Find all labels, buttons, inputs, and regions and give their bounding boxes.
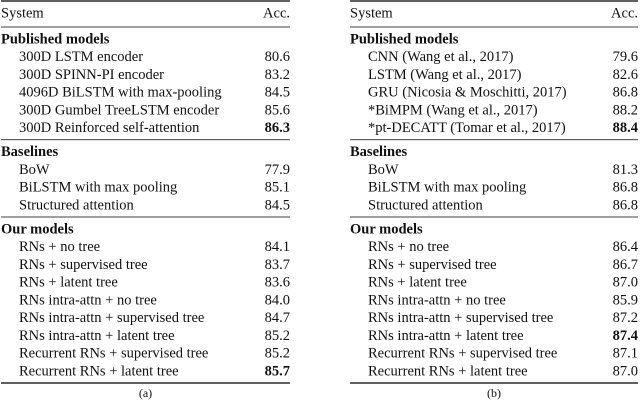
accuracy: 85.2 — [265, 346, 290, 362]
system-name: RNs intra-attn + no tree — [19, 292, 157, 308]
accuracy: 85.1 — [265, 180, 290, 196]
system-name: CNN (Wang et al., 2017) — [368, 49, 514, 65]
accuracy: 84.1 — [265, 239, 290, 255]
system-name: RNs + latent tree — [19, 275, 118, 291]
column-header: System — [350, 5, 393, 21]
accuracy: 84.0 — [265, 292, 290, 308]
system-name: *BiMPM (Wang et al., 2017) — [368, 102, 538, 118]
system-name: RNs intra-attn + latent tree — [368, 328, 524, 344]
system-name: 300D LSTM encoder — [19, 49, 143, 65]
accuracy: 80.6 — [265, 49, 290, 65]
system-name: RNs intra-attn + no tree — [368, 292, 506, 308]
system-name: BoW — [368, 162, 399, 178]
system-name: RNs intra-attn + supervised tree — [19, 310, 204, 326]
accuracy: 83.6 — [265, 275, 290, 291]
accuracy: 86.7 — [613, 257, 638, 273]
system-name: RNs intra-attn + supervised tree — [368, 310, 553, 326]
system-name: GRU (Nicosia & Moschitti, 2017) — [368, 85, 567, 101]
accuracy: 87.4 — [613, 328, 638, 344]
system-name: RNs intra-attn + latent tree — [19, 328, 175, 344]
accuracy: 84.5 — [265, 197, 290, 213]
accuracy: 86.8 — [613, 180, 638, 196]
accuracy: 84.7 — [265, 310, 290, 326]
system-name: RNs + no tree — [19, 239, 100, 255]
accuracy: 83.7 — [265, 257, 290, 273]
system-name: 300D Gumbel TreeLSTM encoder — [19, 102, 219, 118]
system-name: 300D Reinforced self-attention — [19, 120, 200, 136]
accuracy: 79.6 — [613, 49, 638, 65]
system-name: RNs + supervised tree — [19, 257, 148, 273]
section-title: Our models — [350, 221, 423, 237]
system-name: BiLSTM with max pooling — [368, 180, 526, 196]
system-name: RNs + supervised tree — [368, 257, 497, 273]
section-title: Published models — [1, 31, 110, 47]
accuracy: 84.5 — [265, 85, 290, 101]
accuracy: 85.2 — [265, 328, 290, 344]
accuracy: 88.2 — [613, 102, 638, 118]
section-title: Published models — [350, 31, 459, 47]
system-name: Recurrent RNs + latent tree — [19, 363, 179, 379]
accuracy: 82.6 — [613, 67, 638, 83]
accuracy: 87.2 — [613, 310, 638, 326]
system-name: RNs + no tree — [368, 239, 449, 255]
accuracy: 83.2 — [265, 67, 290, 83]
accuracy: 87.0 — [613, 275, 638, 291]
section-title: Our models — [1, 221, 74, 237]
system-name: 4096D BiLSTM with max-pooling — [19, 85, 222, 101]
caption: (b) — [487, 386, 501, 400]
accuracy: 86.4 — [613, 239, 639, 255]
column-header: Acc. — [611, 5, 638, 21]
accuracy: 86.8 — [613, 85, 638, 101]
system-name: Recurrent RNs + supervised tree — [368, 346, 557, 362]
accuracy: 88.4 — [613, 120, 638, 136]
system-name: Structured attention — [368, 197, 484, 213]
accuracy: 85.9 — [613, 292, 638, 308]
accuracy: 86.3 — [265, 120, 290, 136]
accuracy: 85.7 — [265, 363, 290, 379]
section-title: Baselines — [350, 144, 408, 160]
column-header: Acc. — [263, 5, 290, 21]
accuracy: 85.6 — [265, 102, 290, 118]
section-title: Baselines — [1, 144, 59, 160]
caption: (a) — [139, 386, 152, 400]
system-name: 300D SPINN-PI encoder — [19, 67, 164, 83]
system-name: Structured attention — [19, 197, 135, 213]
system-name: BoW — [19, 162, 50, 178]
system-name: RNs + latent tree — [368, 275, 467, 291]
system-name: Recurrent RNs + supervised tree — [19, 346, 208, 362]
system-name: LSTM (Wang et al., 2017) — [368, 67, 522, 83]
column-header: System — [1, 5, 44, 21]
system-name: Recurrent RNs + latent tree — [368, 363, 528, 379]
system-name: *pt-DECATT (Tomar et al., 2017) — [368, 120, 566, 136]
accuracy: 77.9 — [265, 162, 290, 178]
accuracy: 86.8 — [613, 197, 638, 213]
accuracy: 87.0 — [613, 363, 638, 379]
system-name: BiLSTM with max pooling — [19, 180, 177, 196]
accuracy: 81.3 — [613, 162, 638, 178]
accuracy: 87.1 — [613, 346, 638, 362]
